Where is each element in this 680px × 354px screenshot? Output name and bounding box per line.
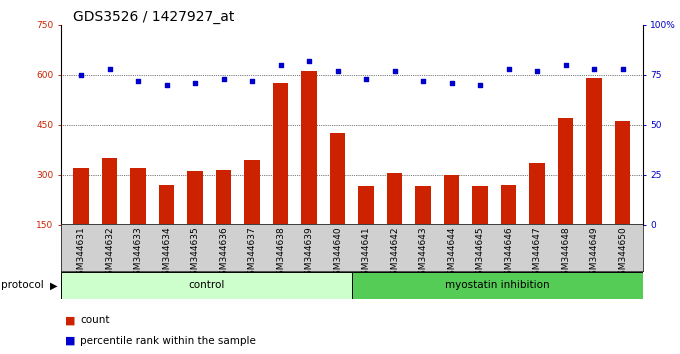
Point [333, 68, 343, 74]
Text: myostatin inhibition: myostatin inhibition [445, 280, 549, 290]
Point [560, 62, 571, 68]
Text: GSM344634: GSM344634 [162, 227, 171, 281]
Bar [330, 133, 345, 275]
Point [275, 62, 286, 68]
Bar [131, 168, 146, 275]
Text: GSM344647: GSM344647 [532, 227, 542, 281]
Point [617, 66, 628, 72]
Text: ■: ■ [65, 336, 75, 346]
Text: ■: ■ [65, 315, 75, 325]
Point [446, 80, 457, 86]
Bar [187, 171, 203, 275]
Bar [159, 185, 175, 275]
Text: GSM344643: GSM344643 [419, 227, 428, 281]
Text: GSM344649: GSM344649 [590, 227, 598, 281]
Bar [216, 170, 231, 275]
Text: GSM344644: GSM344644 [447, 227, 456, 281]
Text: GSM344650: GSM344650 [618, 227, 627, 281]
Point [247, 78, 258, 84]
Point [218, 76, 229, 82]
Bar [73, 168, 89, 275]
Bar [586, 78, 602, 275]
Bar [500, 185, 517, 275]
Point [418, 78, 428, 84]
Bar [273, 83, 288, 275]
Text: GSM344640: GSM344640 [333, 227, 342, 281]
Point [190, 80, 201, 86]
Bar [529, 163, 545, 275]
Point [532, 68, 543, 74]
Bar [244, 160, 260, 275]
Text: GSM344631: GSM344631 [77, 227, 86, 281]
Text: GSM344635: GSM344635 [190, 227, 200, 281]
Bar [444, 175, 460, 275]
Bar [358, 187, 374, 275]
Text: GSM344639: GSM344639 [305, 227, 313, 281]
Text: GSM344642: GSM344642 [390, 227, 399, 281]
Bar [102, 158, 118, 275]
Text: percentile rank within the sample: percentile rank within the sample [80, 336, 256, 346]
Text: protocol: protocol [1, 280, 44, 290]
Point [104, 66, 115, 72]
Bar [387, 173, 403, 275]
Bar [473, 187, 488, 275]
Bar [615, 121, 630, 275]
Point [589, 66, 600, 72]
Bar [301, 72, 317, 275]
Text: GSM344632: GSM344632 [105, 227, 114, 281]
Text: GSM344638: GSM344638 [276, 227, 285, 281]
Text: GSM344641: GSM344641 [362, 227, 371, 281]
Text: count: count [80, 315, 109, 325]
Bar [352, 272, 643, 299]
Bar [558, 118, 573, 275]
Point [75, 72, 86, 78]
Text: GSM344645: GSM344645 [475, 227, 485, 281]
Text: GSM344636: GSM344636 [219, 227, 228, 281]
Point [133, 78, 143, 84]
Point [161, 82, 172, 88]
Text: GSM344646: GSM344646 [504, 227, 513, 281]
Text: GSM344637: GSM344637 [248, 227, 256, 281]
Text: ▶: ▶ [50, 280, 58, 290]
Point [389, 68, 400, 74]
Bar [61, 272, 352, 299]
Point [503, 66, 514, 72]
Point [475, 82, 486, 88]
Text: GDS3526 / 1427927_at: GDS3526 / 1427927_at [73, 10, 234, 24]
Text: GSM344633: GSM344633 [134, 227, 143, 281]
Text: GSM344648: GSM344648 [561, 227, 570, 281]
Point [304, 58, 315, 64]
Point [360, 76, 371, 82]
Text: control: control [188, 280, 224, 290]
Bar [415, 187, 431, 275]
